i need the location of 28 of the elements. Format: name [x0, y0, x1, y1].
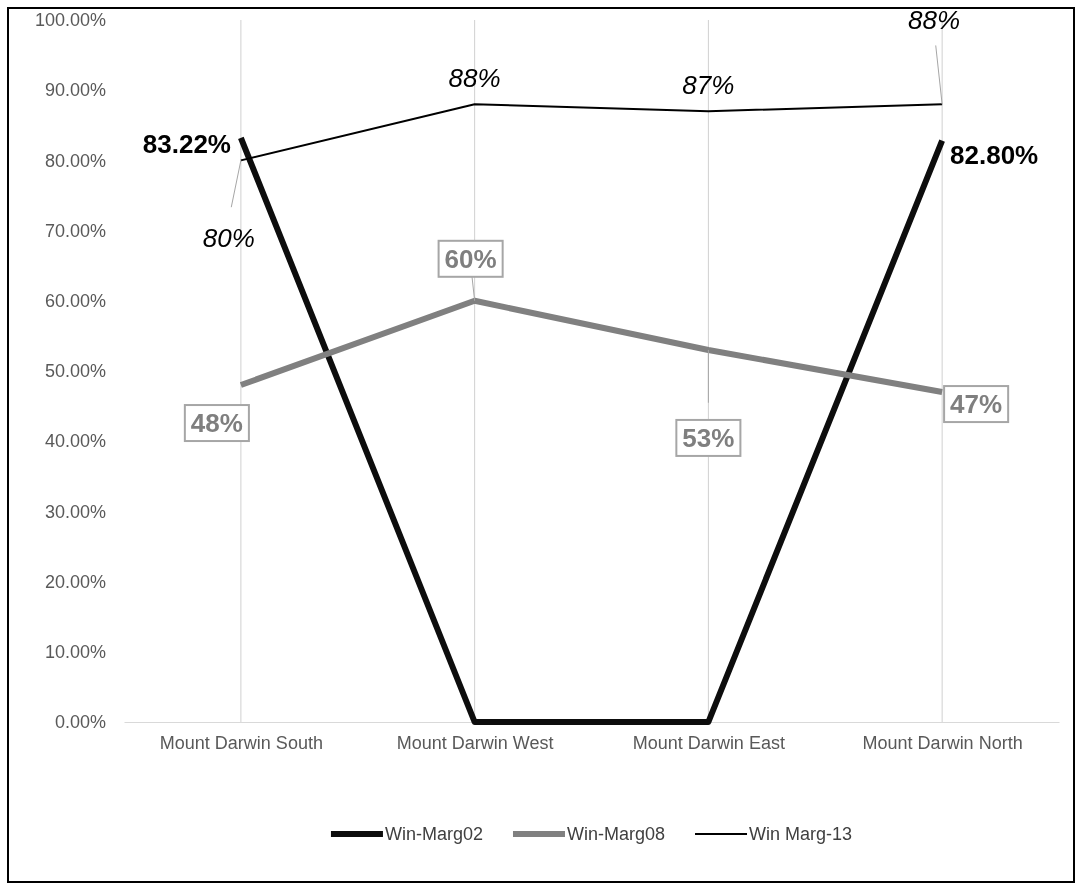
x-tick-label: Mount Darwin East: [632, 732, 785, 753]
y-tick-label: 40.00%: [44, 431, 106, 452]
y-tick-label: 70.00%: [44, 220, 106, 241]
data-label: 47%: [950, 389, 1003, 420]
y-tick-label: 30.00%: [44, 501, 106, 522]
y-tick-label: 60.00%: [44, 291, 106, 312]
legend-label: Win-Marg08: [566, 824, 666, 844]
data-label: 53%: [682, 422, 735, 453]
data-label: 88%: [908, 5, 961, 36]
data-label: 80%: [202, 223, 255, 254]
legend-label: Win-Marg02: [384, 824, 483, 844]
y-tick-label: 50.00%: [44, 361, 106, 382]
x-tick-label: Mount Darwin South: [159, 732, 323, 753]
x-tick-label: Mount Darwin North: [862, 732, 1023, 753]
y-tick-label: 80.00%: [44, 150, 106, 171]
data-label: 87%: [682, 70, 735, 101]
legend-label: Win Marg-13: [749, 824, 853, 844]
y-tick-label: 10.00%: [44, 642, 106, 663]
y-tick-label: 20.00%: [44, 571, 106, 592]
data-label: 48%: [190, 408, 243, 439]
y-tick-label: 90.00%: [44, 80, 106, 101]
data-label: 60%: [444, 243, 497, 274]
y-tick-label: 0.00%: [54, 712, 106, 733]
y-tick-label: 100.00%: [34, 10, 106, 31]
data-label: 88%: [448, 63, 501, 94]
data-label: 83.22%: [142, 128, 231, 159]
data-label: 82.80%: [950, 139, 1039, 170]
x-tick-label: Mount Darwin West: [396, 732, 554, 753]
